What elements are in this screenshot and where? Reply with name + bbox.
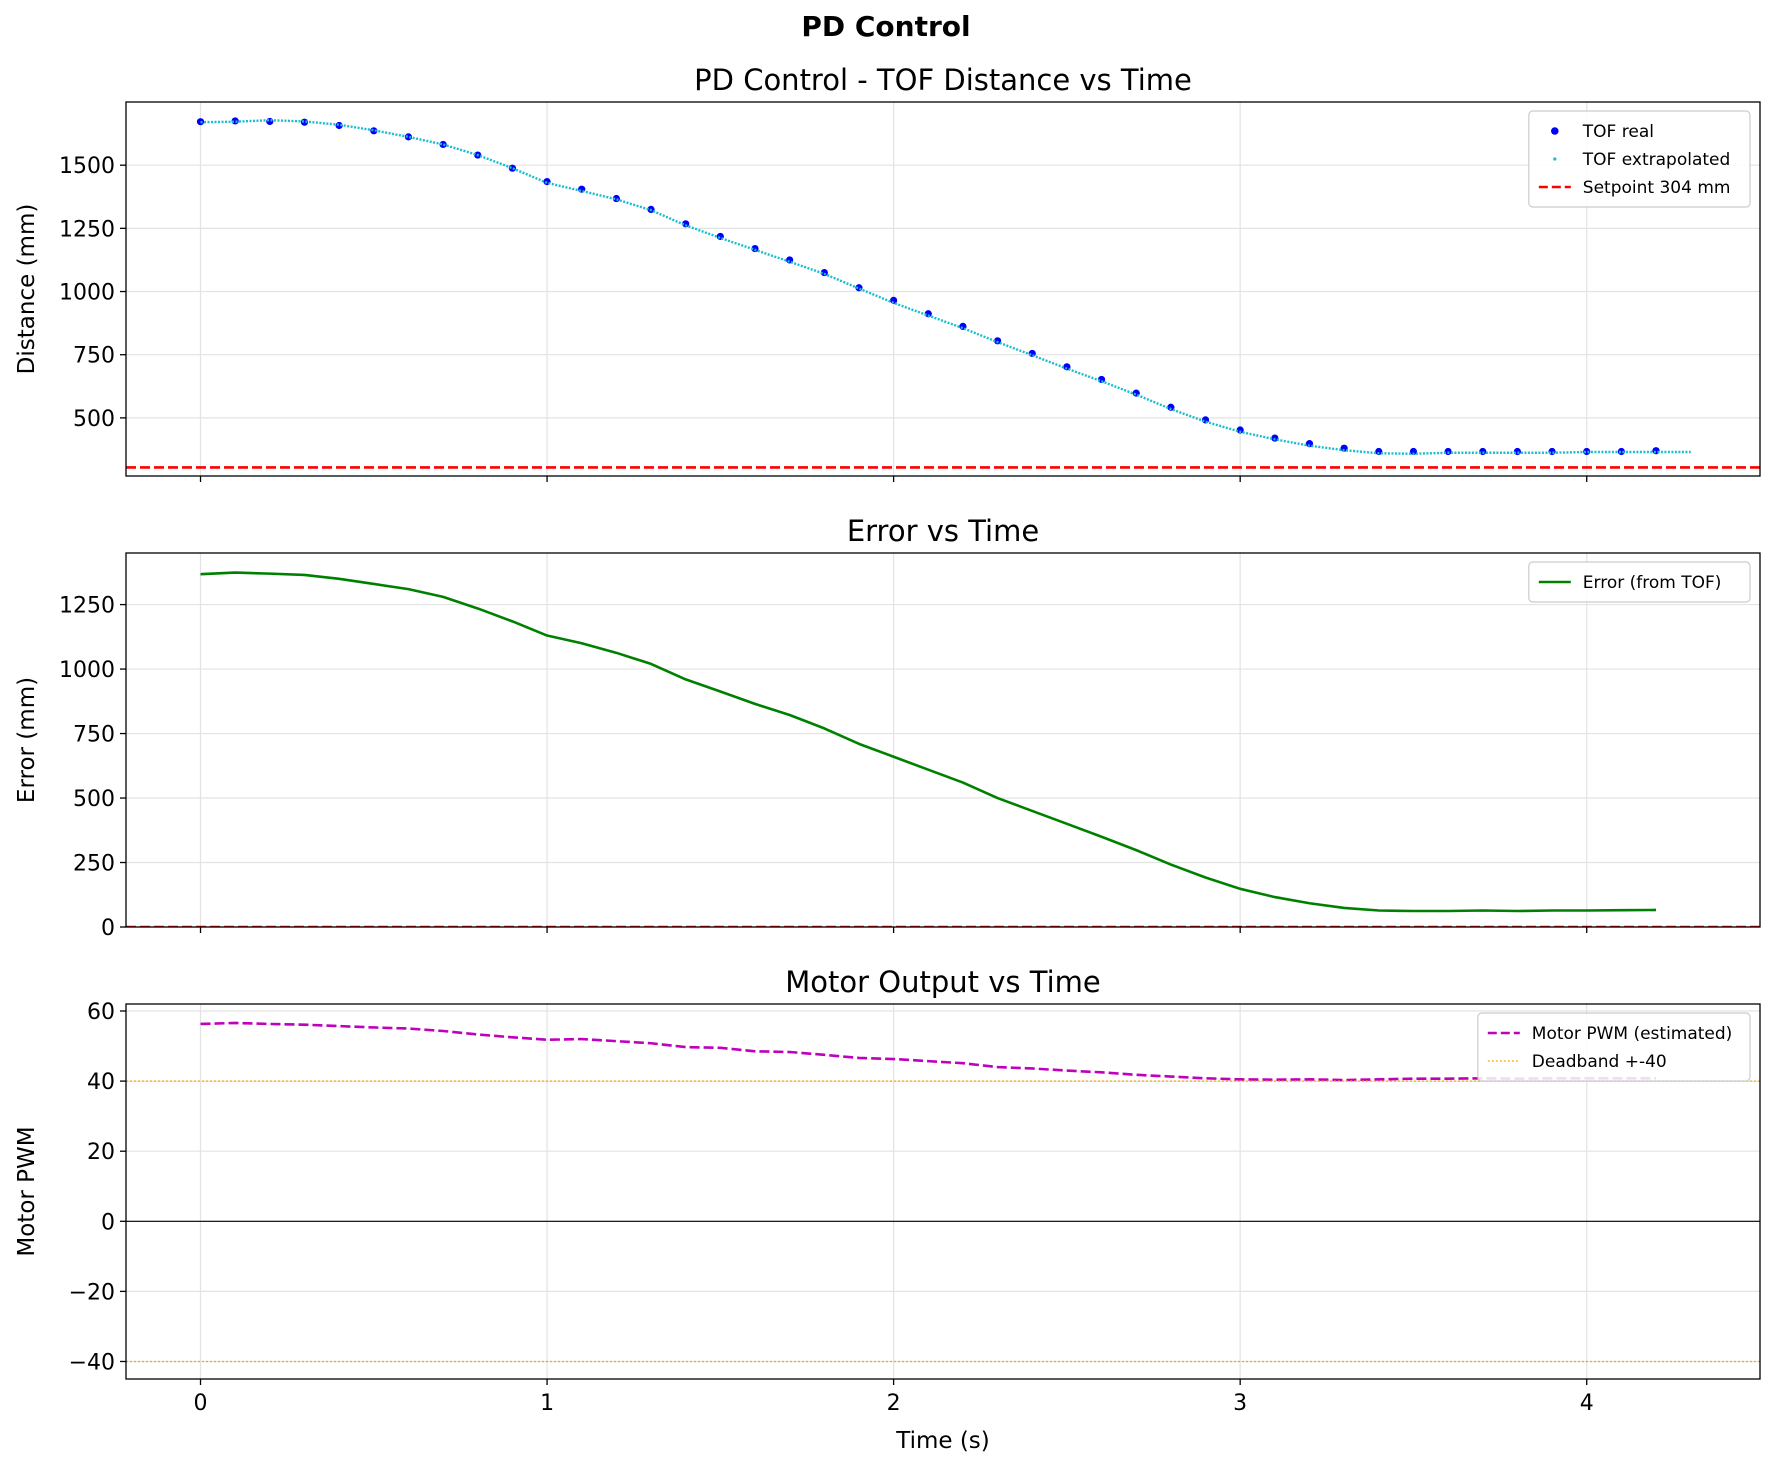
tof-real-point	[1236, 426, 1244, 434]
y-tick-label: 1250	[59, 217, 115, 242]
tof-real-point	[1305, 440, 1314, 448]
tof-extrapolated-line	[200, 118, 1691, 455]
y-axis-label: Error (mm)	[14, 677, 40, 803]
tof-real-point	[820, 268, 828, 277]
y-tick-label: 0	[101, 1210, 115, 1235]
y-tick-label: 40	[87, 1070, 115, 1095]
plot-area	[126, 1021, 1760, 1363]
legend-marker	[1551, 127, 1559, 135]
tof-real-point	[1617, 447, 1625, 456]
plot-area	[126, 117, 1760, 469]
tof-real-point	[682, 220, 690, 228]
y-tick-label: 250	[73, 852, 115, 877]
legend-marker	[1553, 157, 1557, 161]
axes-frame	[125, 101, 1761, 477]
chart-panel-1: 500 750 1000 1250 1500 PD Control - TOF Dista…	[14, 63, 1761, 482]
chart-panel-3: 0 1 2 3 4 −40 −20 0 20 40 60 Motor Output vs Time Mo…	[14, 965, 1761, 1454]
y-tick-label: 500	[73, 787, 115, 812]
legend: TOF real TOF extrapolated Setpoint 304 mm	[1528, 110, 1751, 208]
grid	[126, 102, 1760, 476]
y-tick-label: 1500	[59, 154, 115, 179]
series-line	[200, 1021, 1657, 1082]
x-axis-label: Time (s)	[895, 1428, 990, 1454]
x-tick-label: 1	[540, 1391, 554, 1416]
series-line	[200, 571, 1657, 913]
y-tick-label: 500	[73, 407, 115, 432]
legend-box	[1528, 110, 1751, 208]
x-tick-label: 4	[1580, 1391, 1594, 1416]
tof-real-point	[404, 133, 413, 141]
tof-real-point	[924, 310, 932, 318]
y-tick-label: −20	[69, 1280, 115, 1305]
y-tick-label: −40	[69, 1350, 115, 1375]
tof-real-point	[1340, 444, 1348, 452]
tof-real-point	[1375, 447, 1383, 456]
legend-box	[1528, 561, 1751, 603]
chart-title: Motor Output vs Time	[785, 965, 1100, 999]
tof-real-point	[1548, 447, 1556, 456]
legend-label: Motor PWM (estimated)	[1532, 1024, 1733, 1044]
tof-real-point	[1652, 447, 1660, 455]
tof-real-point	[1167, 403, 1175, 411]
legend-box	[1477, 1012, 1751, 1082]
chart-panel-2: 0 250 500 750 1000 1250 Error vs Time Error (mm…	[14, 514, 1761, 941]
x-tick-label: 3	[1233, 1391, 1247, 1416]
tof-real-point	[1271, 434, 1279, 442]
axes-frame	[125, 552, 1761, 928]
x-tick-label: 2	[887, 1391, 901, 1416]
tof-real-point	[1583, 447, 1591, 456]
legend: Motor PWM (estimated) Deadband +-40	[1477, 1012, 1751, 1082]
tof-real-point	[1409, 447, 1418, 456]
y-tick-label: 60	[87, 1000, 115, 1025]
chart-title: Error vs Time	[847, 514, 1039, 548]
legend-label: TOF extrapolated	[1582, 150, 1731, 170]
legend-label: Error (from TOF)	[1583, 573, 1722, 593]
y-tick-label: 750	[73, 723, 115, 748]
y-tick-label: 1250	[59, 594, 115, 619]
y-tick-label: 750	[73, 344, 115, 369]
tof-real-point	[1444, 447, 1452, 456]
grid	[126, 553, 1760, 928]
y-tick-label: 0	[101, 916, 115, 941]
chart-title: PD Control - TOF Distance vs Time	[694, 63, 1192, 97]
y-tick-label: 1000	[59, 658, 115, 683]
y-axis-label: Motor PWM	[14, 1126, 40, 1256]
legend-label: Setpoint 304 mm	[1583, 178, 1731, 198]
y-axis-label: Distance (mm)	[14, 204, 40, 375]
legend-label: TOF real	[1582, 122, 1654, 142]
x-tick-label: 0	[194, 1391, 208, 1416]
legend: Error (from TOF)	[1528, 561, 1751, 603]
tof-real-point	[1479, 447, 1487, 456]
plot-area	[126, 571, 1760, 927]
figure-title: PD Control	[801, 10, 970, 43]
tof-real-point	[1513, 447, 1522, 456]
legend-label: Deadband +-40	[1532, 1052, 1667, 1072]
y-tick-label: 1000	[59, 281, 115, 306]
axes-frame	[125, 1003, 1761, 1380]
y-tick-label: 20	[87, 1140, 115, 1165]
